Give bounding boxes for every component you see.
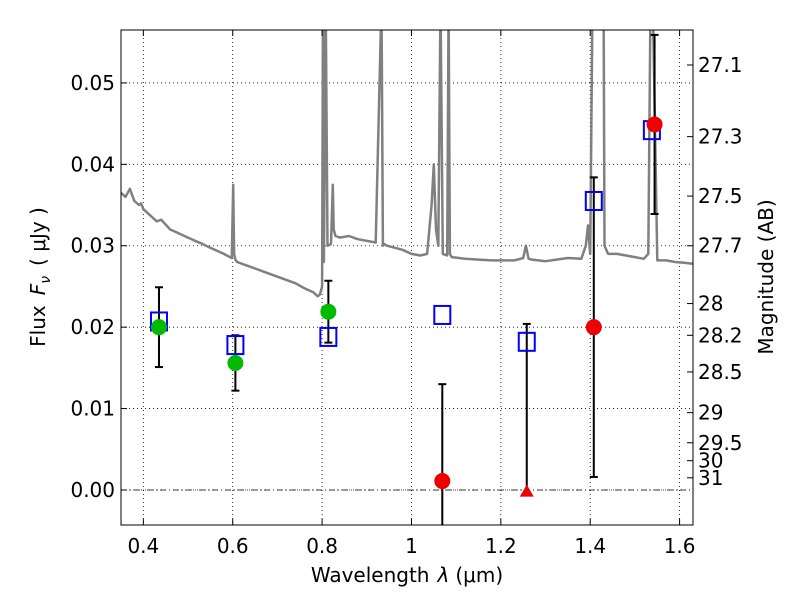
x-tick-label: 0.6 [217, 534, 249, 558]
sed-line-layer [121, 30, 693, 298]
right-tick-label: 31 [698, 466, 723, 490]
model-square-marker [433, 304, 452, 325]
x-tick-label: 0.8 [306, 534, 338, 558]
y-axis-left-label: Flux Fν ( μJy ) [26, 207, 54, 347]
x-axis-symbol: λ [437, 563, 450, 587]
y-tick-label: 0.03 [70, 234, 115, 258]
data-markers [149, 116, 663, 497]
y-tick-label: 0.05 [70, 71, 115, 95]
right-tick-label: 29 [698, 401, 723, 425]
x-axis-label-text: Wavelength [311, 563, 430, 587]
red-circle-marker [646, 116, 663, 133]
y-left-symbol: F [26, 283, 50, 295]
error-bars [154, 33, 659, 525]
grid [121, 30, 693, 525]
right-tick-label: 27.5 [698, 184, 743, 208]
green-circle-marker [227, 354, 244, 371]
right-tick-label: 28 [698, 292, 723, 316]
x-tick-label: 1 [405, 534, 418, 558]
y-axis-right-label: Magnitude (AB) [754, 199, 778, 354]
green-circle-marker [320, 303, 337, 320]
y-left-label-text: Flux [26, 305, 50, 347]
right-tick-label: 27.3 [698, 125, 743, 149]
x-tick-label: 1.4 [574, 534, 606, 558]
right-tick-label: 29.5 [698, 431, 743, 455]
y-left-subscript: ν [38, 276, 54, 284]
y-tick-label: 0.00 [70, 478, 115, 502]
green-circle-marker [150, 319, 167, 336]
sed-line [121, 30, 693, 298]
right-tick-label: 27.1 [698, 53, 743, 77]
y-tick-label: 0.02 [70, 315, 115, 339]
plot-frame [120, 29, 694, 526]
y-tick-label: 0.01 [70, 397, 115, 421]
y-left-unit: ( μJy ) [26, 207, 50, 266]
right-tick-label: 27.7 [698, 234, 743, 258]
red-circle-marker [585, 319, 602, 336]
red-circle-marker [434, 473, 451, 490]
model-square-marker [226, 335, 245, 356]
model-square-marker [319, 326, 338, 347]
x-axis-unit: (μm) [455, 563, 503, 587]
right-tick-label: 28.2 [698, 323, 743, 347]
model-square-marker [584, 190, 603, 211]
red-triangle-marker [519, 484, 534, 497]
right-tick-label: 28.5 [698, 360, 743, 384]
y-tick-label: 0.04 [70, 152, 115, 176]
x-tick-label: 0.4 [127, 534, 159, 558]
right-tick-label: 30 [698, 449, 723, 473]
x-axis-label: Wavelength λ (μm) [311, 563, 503, 587]
ticks: 0.4 0.6 0.8 1 1.2 1.4 1.6 0.00 0.01 0.02 0.03 0.04 0… [70, 30, 743, 558]
x-tick-label: 1.2 [485, 534, 517, 558]
model-square-marker [517, 331, 536, 352]
x-tick-label: 1.6 [664, 534, 696, 558]
